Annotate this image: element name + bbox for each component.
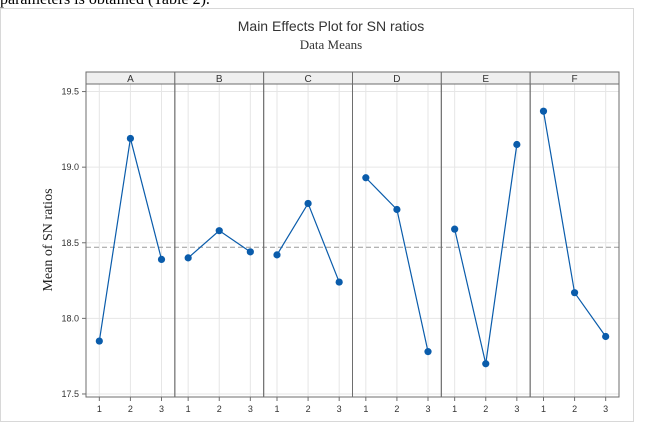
data-point bbox=[273, 251, 281, 259]
data-point bbox=[451, 225, 459, 233]
panel-factor-label: C bbox=[304, 74, 311, 85]
x-tick-label: 1 bbox=[541, 404, 546, 414]
data-point bbox=[570, 289, 579, 297]
x-tick-label: 3 bbox=[248, 404, 253, 414]
x-tick-label: 3 bbox=[159, 404, 164, 414]
panel-factor-label: B bbox=[216, 74, 223, 85]
data-point bbox=[482, 360, 490, 368]
data-point bbox=[184, 254, 192, 262]
data-point bbox=[602, 332, 610, 341]
data-point bbox=[215, 227, 223, 235]
panel-factor-label: E bbox=[482, 74, 489, 85]
x-tick-label: 2 bbox=[394, 404, 399, 414]
y-axis-label: Mean of SN ratios bbox=[41, 188, 56, 291]
data-point bbox=[424, 348, 432, 356]
y-tick-label: 18.5 bbox=[61, 238, 79, 248]
x-tick-label: 1 bbox=[363, 404, 368, 414]
x-tick-label: 3 bbox=[337, 404, 342, 414]
main-effects-figure: Main Effects Plot for SN ratios Data Mea… bbox=[0, 8, 634, 422]
y-tick-label: 19.5 bbox=[61, 87, 79, 97]
x-tick-label: 1 bbox=[97, 404, 102, 414]
panel-factor-label: F bbox=[572, 74, 578, 85]
x-tick-label: 2 bbox=[217, 404, 222, 414]
main-effects-chart: Main Effects Plot for SN ratios Data Mea… bbox=[41, 18, 620, 414]
y-tick-label: 19.0 bbox=[61, 162, 79, 172]
y-tick-label: 18.0 bbox=[61, 313, 79, 323]
x-tick-label: 2 bbox=[128, 404, 133, 414]
x-tick-label: 1 bbox=[274, 404, 279, 414]
data-point bbox=[126, 134, 135, 143]
x-tick-label: 3 bbox=[603, 404, 608, 414]
y-tick-label: 17.5 bbox=[61, 389, 79, 399]
x-tick-label: 2 bbox=[483, 404, 488, 414]
data-point bbox=[539, 107, 548, 115]
x-tick-label: 3 bbox=[514, 404, 519, 414]
data-point bbox=[362, 174, 370, 182]
data-point bbox=[513, 140, 521, 149]
x-tick-label: 1 bbox=[186, 404, 191, 414]
x-tick-label: 2 bbox=[572, 404, 577, 414]
data-point bbox=[157, 255, 166, 264]
panel-factor-label: A bbox=[127, 74, 134, 85]
chart-subtitle: Data Means bbox=[300, 37, 362, 52]
x-tick-label: 1 bbox=[452, 404, 457, 414]
data-point bbox=[95, 337, 103, 345]
cropped-caption-text: parameters is obtained (Table 2). bbox=[0, 0, 210, 9]
x-tick-label: 3 bbox=[426, 404, 431, 414]
chart-title: Main Effects Plot for SN ratios bbox=[238, 18, 424, 34]
panel-factor-label: D bbox=[393, 74, 400, 85]
data-point bbox=[304, 199, 312, 208]
x-tick-label: 2 bbox=[306, 404, 311, 414]
data-point bbox=[393, 205, 401, 214]
data-point bbox=[246, 248, 254, 256]
data-point bbox=[335, 278, 343, 286]
